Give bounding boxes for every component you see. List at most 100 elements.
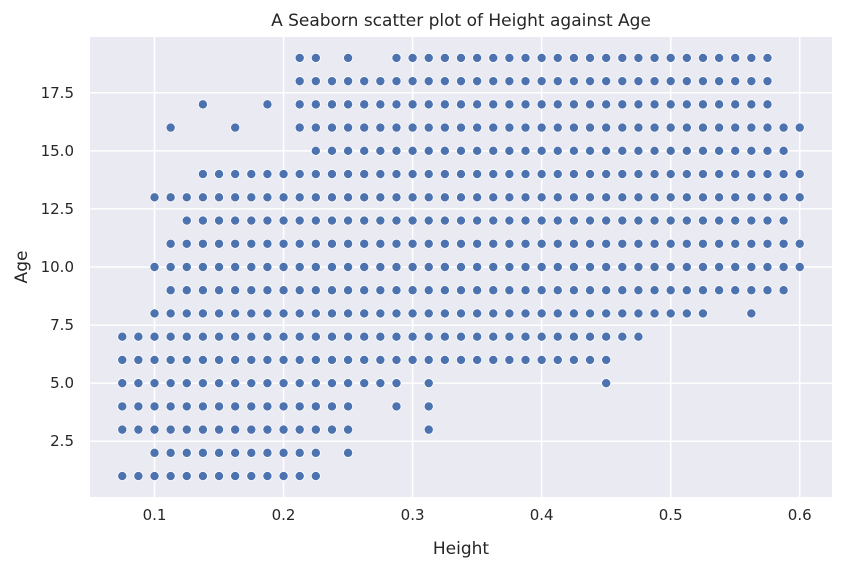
data-point <box>665 238 676 249</box>
data-point <box>601 261 612 272</box>
data-point <box>423 192 434 203</box>
data-point <box>714 192 725 203</box>
data-point <box>407 331 418 342</box>
data-point <box>439 238 450 249</box>
data-point <box>343 447 354 458</box>
data-point <box>730 192 741 203</box>
data-point <box>294 471 305 482</box>
data-point <box>214 285 225 296</box>
data-point <box>423 238 434 249</box>
data-point <box>310 308 321 319</box>
data-point <box>568 308 579 319</box>
data-point <box>343 215 354 226</box>
data-point <box>455 261 466 272</box>
x-tick-label: 0.6 <box>788 506 812 524</box>
data-point <box>455 238 466 249</box>
data-point <box>649 308 660 319</box>
data-point <box>214 261 225 272</box>
data-point <box>714 99 725 110</box>
data-point <box>520 331 531 342</box>
data-point <box>375 331 386 342</box>
data-point <box>375 308 386 319</box>
data-point <box>165 401 176 412</box>
data-point <box>391 76 402 87</box>
data-point <box>230 354 241 365</box>
data-point <box>439 52 450 63</box>
data-point <box>746 76 757 87</box>
data-point <box>149 261 160 272</box>
data-point <box>391 401 402 412</box>
data-point <box>375 122 386 133</box>
data-point <box>617 122 628 133</box>
y-tick-labels: 2.5 5.0 7.5 10.0 12.5 15.0 17.5 <box>41 84 74 450</box>
data-point <box>472 122 483 133</box>
data-point <box>407 261 418 272</box>
data-point <box>665 169 676 180</box>
data-point <box>762 261 773 272</box>
data-point <box>633 238 644 249</box>
chart-title: A Seaborn scatter plot of Height against… <box>271 11 651 31</box>
data-point <box>246 215 257 226</box>
data-point <box>310 215 321 226</box>
data-point <box>343 378 354 389</box>
data-point <box>472 192 483 203</box>
data-point <box>568 261 579 272</box>
data-point <box>326 261 337 272</box>
data-point <box>730 122 741 133</box>
data-point <box>585 261 596 272</box>
data-point <box>278 354 289 365</box>
data-point <box>181 215 192 226</box>
data-point <box>633 285 644 296</box>
data-point <box>246 447 257 458</box>
data-point <box>714 145 725 156</box>
data-point <box>488 308 499 319</box>
data-point <box>585 192 596 203</box>
data-point <box>520 215 531 226</box>
data-point <box>520 122 531 133</box>
data-point <box>359 215 370 226</box>
data-point <box>649 261 660 272</box>
data-point <box>359 169 370 180</box>
data-point <box>278 192 289 203</box>
data-point <box>568 354 579 365</box>
data-point <box>633 145 644 156</box>
data-point <box>133 424 144 435</box>
data-point <box>601 99 612 110</box>
data-point <box>165 331 176 342</box>
data-point <box>617 192 628 203</box>
data-point <box>714 122 725 133</box>
data-point <box>472 331 483 342</box>
data-point <box>601 215 612 226</box>
y-tick-label: 5.0 <box>50 374 74 392</box>
data-point <box>294 169 305 180</box>
data-point <box>536 354 547 365</box>
data-point <box>197 471 208 482</box>
data-point <box>407 99 418 110</box>
data-point <box>681 145 692 156</box>
data-point <box>504 169 515 180</box>
data-point <box>504 122 515 133</box>
data-point <box>585 99 596 110</box>
data-point <box>649 192 660 203</box>
data-point <box>455 331 466 342</box>
data-point <box>181 261 192 272</box>
data-point <box>568 52 579 63</box>
data-point <box>697 76 708 87</box>
data-point <box>294 122 305 133</box>
data-point <box>552 238 563 249</box>
data-point <box>714 238 725 249</box>
data-point <box>488 215 499 226</box>
data-point <box>552 354 563 365</box>
data-point <box>246 192 257 203</box>
data-point <box>294 52 305 63</box>
data-point <box>472 145 483 156</box>
data-point <box>439 145 450 156</box>
data-point <box>568 331 579 342</box>
data-point <box>601 122 612 133</box>
data-point <box>326 401 337 412</box>
data-point <box>343 122 354 133</box>
data-point <box>375 285 386 296</box>
data-point <box>326 308 337 319</box>
data-point <box>278 169 289 180</box>
data-point <box>504 354 515 365</box>
